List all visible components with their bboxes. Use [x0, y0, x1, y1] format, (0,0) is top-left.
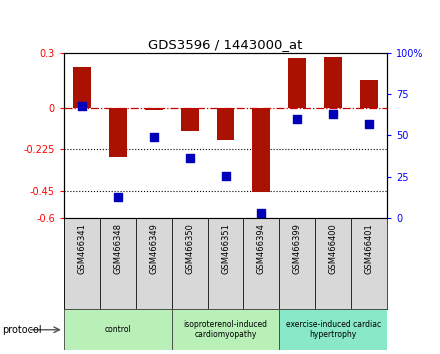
Bar	[73, 67, 91, 108]
Text: GSM466350: GSM466350	[185, 223, 194, 274]
Bar	[288, 58, 306, 108]
Point	[258, 210, 265, 216]
Text: exercise-induced cardiac
hypertrophy: exercise-induced cardiac hypertrophy	[286, 320, 381, 339]
Bar	[180, 108, 198, 131]
Text: GSM466349: GSM466349	[149, 223, 158, 274]
Text: GSM466400: GSM466400	[329, 223, 338, 274]
Text: protocol: protocol	[2, 325, 42, 335]
Bar	[253, 108, 271, 193]
Point	[294, 116, 301, 122]
Point	[366, 121, 373, 127]
Bar	[208, 218, 243, 309]
Point	[78, 103, 85, 108]
Bar	[279, 309, 387, 350]
Bar	[145, 108, 163, 110]
Bar	[172, 218, 208, 309]
Text: GSM466341: GSM466341	[77, 223, 86, 274]
Point	[330, 111, 337, 117]
Text: GSM466394: GSM466394	[257, 223, 266, 274]
Text: GSM466401: GSM466401	[365, 223, 374, 274]
Text: GSM466399: GSM466399	[293, 223, 302, 274]
Bar	[315, 218, 351, 309]
Point	[186, 155, 193, 161]
Point	[114, 194, 121, 200]
Bar	[64, 309, 172, 350]
Text: GSM466351: GSM466351	[221, 223, 230, 274]
Point	[222, 173, 229, 179]
Bar	[172, 309, 279, 350]
Bar	[64, 218, 100, 309]
Bar	[109, 108, 127, 156]
Text: control: control	[104, 325, 131, 334]
Text: GSM466348: GSM466348	[113, 223, 122, 274]
Bar	[136, 218, 172, 309]
Bar	[351, 218, 387, 309]
Bar	[100, 218, 136, 309]
Title: GDS3596 / 1443000_at: GDS3596 / 1443000_at	[148, 38, 303, 51]
Point	[150, 134, 157, 140]
Bar	[216, 108, 235, 140]
Bar	[243, 218, 279, 309]
Bar	[360, 80, 378, 108]
Bar	[324, 57, 342, 108]
Bar	[279, 218, 315, 309]
Text: isoproterenol-induced
cardiomyopathy: isoproterenol-induced cardiomyopathy	[183, 320, 268, 339]
